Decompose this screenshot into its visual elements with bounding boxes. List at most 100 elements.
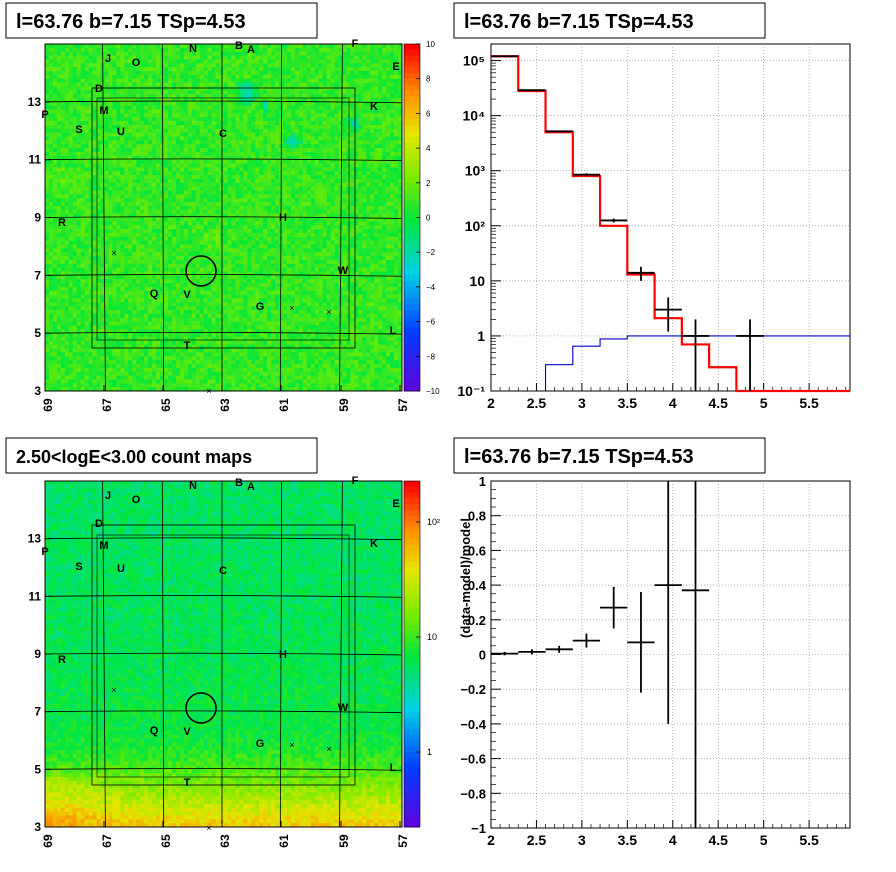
heatmap-cell: [319, 121, 323, 125]
heatmap-cell: [89, 52, 93, 56]
heatmap-cell: [358, 98, 362, 102]
heatmap-cell: [366, 179, 370, 183]
heatmap-cell: [120, 121, 124, 125]
heatmap-cell: [346, 133, 350, 137]
heatmap-cell: [271, 94, 275, 98]
heatmap-cell: [69, 129, 73, 133]
heatmap-cell: [53, 183, 57, 187]
heatmap-cell: [362, 164, 366, 168]
heatmap-cell: [283, 71, 287, 75]
heatmap-cell: [299, 175, 303, 179]
heatmap-cell: [120, 175, 124, 179]
heatmap-cell: [366, 86, 370, 90]
heatmap-cell: [335, 113, 339, 117]
heatmap-cell: [61, 106, 65, 110]
heatmap-cell: [247, 187, 251, 191]
heatmap-cell: [85, 48, 89, 52]
heatmap-cell: [263, 52, 267, 56]
heatmap-cell: [176, 179, 180, 183]
heatmap-cell: [271, 56, 275, 60]
heatmap-cell: [243, 187, 247, 191]
heatmap-cell: [192, 171, 196, 175]
heatmap-cell: [346, 48, 350, 52]
heatmap-cell: [204, 48, 208, 52]
heatmap-cell: [93, 137, 97, 141]
heatmap-cell: [69, 121, 73, 125]
heatmap-cell: [97, 48, 101, 52]
heatmap-cell: [188, 148, 192, 152]
heatmap-cell: [390, 56, 394, 60]
heatmap-cell: [216, 113, 220, 117]
heatmap-cell: [192, 79, 196, 83]
heatmap-cell: [184, 144, 188, 148]
heatmap-cell: [350, 75, 354, 79]
heatmap-cell: [275, 48, 279, 52]
heatmap-cell: [370, 183, 374, 187]
heatmap-cell: [358, 137, 362, 141]
heatmap-cell: [358, 167, 362, 171]
heatmap-cell: [216, 86, 220, 90]
heatmap-cell: [303, 175, 307, 179]
heatmap-cell: [85, 140, 89, 144]
heatmap-cell: [390, 86, 394, 90]
heatmap-cell: [200, 94, 204, 98]
heatmap-cell: [132, 125, 136, 129]
heatmap-cell: [343, 129, 347, 133]
heatmap-cell: [49, 106, 53, 110]
heatmap-cell: [263, 110, 267, 114]
heatmap-cell: [81, 175, 85, 179]
heatmap-cell: [358, 140, 362, 144]
heatmap-cell: [160, 140, 164, 144]
heatmap-cell: [311, 167, 315, 171]
heatmap-cell: [287, 121, 291, 125]
heatmap-cell: [303, 90, 307, 94]
heatmap-cell: [73, 44, 77, 48]
heatmap-cell: [299, 52, 303, 56]
heatmap-cell: [239, 102, 243, 106]
heatmap-cell: [331, 56, 335, 60]
heatmap-cell: [49, 137, 53, 141]
heatmap-cell: [196, 75, 200, 79]
heatmap-cell: [120, 56, 124, 60]
heatmap-cell: [319, 137, 323, 141]
heatmap-cell: [267, 152, 271, 156]
heatmap-cell: [168, 83, 172, 87]
heatmap-cell: [140, 175, 144, 179]
heatmap-cell: [251, 59, 255, 63]
heatmap-cell: [291, 90, 295, 94]
heatmap-cell: [188, 113, 192, 117]
heatmap-cell: [172, 67, 176, 71]
heatmap-cell: [259, 86, 263, 90]
heatmap-cell: [136, 110, 140, 114]
heatmap-cell: [105, 137, 109, 141]
heatmap-cell: [283, 52, 287, 56]
heatmap-cell: [303, 106, 307, 110]
heatmap-cell: [287, 148, 291, 152]
heatmap-cell: [216, 121, 220, 125]
heatmap-cell: [283, 75, 287, 79]
heatmap-cell: [299, 110, 303, 114]
heatmap-cell: [81, 44, 85, 48]
heatmap-cell: [378, 171, 382, 175]
heatmap-cell: [366, 79, 370, 83]
heatmap-cell: [224, 175, 228, 179]
heatmap-cell: [299, 59, 303, 63]
heatmap-cell: [53, 71, 57, 75]
heatmap-cell: [378, 125, 382, 129]
heatmap-cell: [65, 140, 69, 144]
heatmap-cell: [255, 56, 259, 60]
heatmap-cell: [216, 144, 220, 148]
heatmap-cell: [263, 48, 267, 52]
heatmap-cell: [112, 164, 116, 168]
heatmap-cell: [112, 167, 116, 171]
heatmap-cell: [144, 156, 148, 160]
heatmap-cell: [168, 183, 172, 187]
heatmap-cell: [164, 164, 168, 168]
heatmap-cell: [128, 44, 132, 48]
heatmap-cell: [295, 44, 299, 48]
heatmap-cell: [346, 156, 350, 160]
heatmap-cell: [49, 83, 53, 87]
heatmap-cell: [53, 59, 57, 63]
heatmap-cell: [180, 187, 184, 191]
heatmap-cell: [160, 144, 164, 148]
